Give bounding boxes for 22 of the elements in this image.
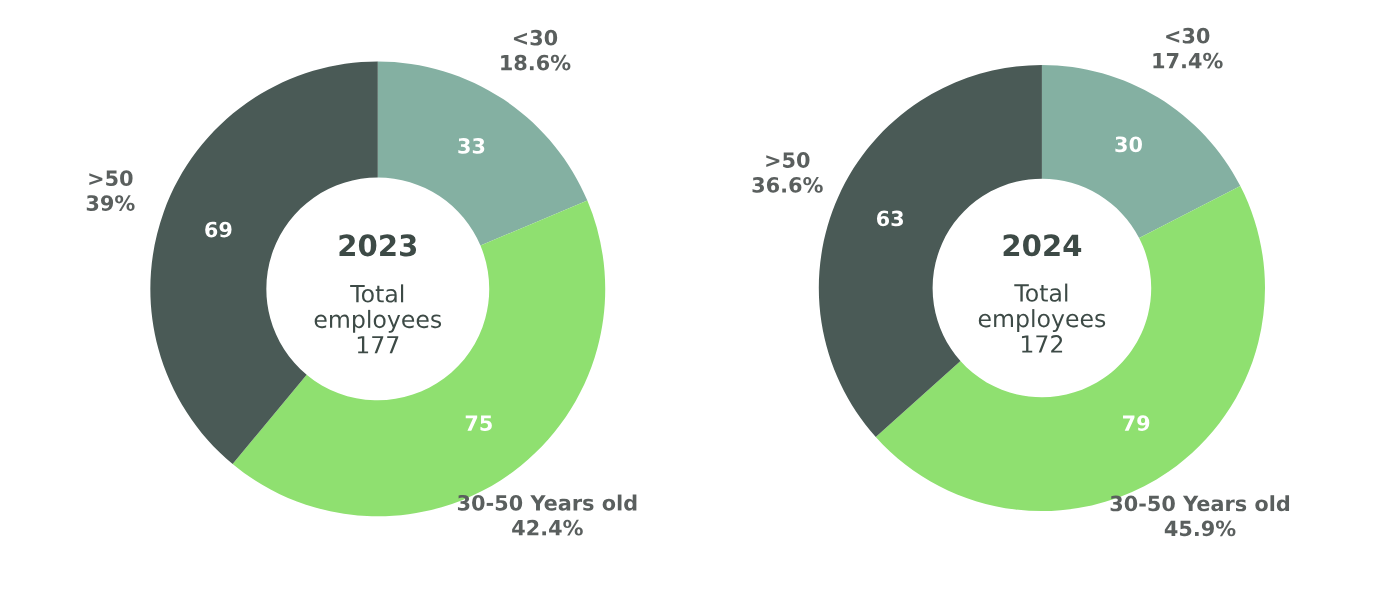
text: 42.4% xyxy=(512,519,583,536)
text: 2024 xyxy=(1003,234,1082,257)
text: Total employees 177 xyxy=(314,284,442,354)
text: 39% xyxy=(86,195,135,211)
data-label: 63 xyxy=(876,210,903,227)
text: 18.6% xyxy=(501,54,571,71)
slice-label: >50 xyxy=(89,170,133,187)
text: Total employees 172 xyxy=(978,283,1106,353)
data-label: 79 xyxy=(1123,415,1150,431)
slice-label: <30 xyxy=(1166,27,1210,44)
text: 36.6% xyxy=(752,177,823,193)
data-label: 75 xyxy=(465,415,492,431)
slice-label: >50 xyxy=(766,152,810,168)
slice-label: 30-50 Years old xyxy=(457,494,637,511)
text: 2023 xyxy=(339,234,417,257)
data-label: 69 xyxy=(205,221,232,238)
slice-label: <30 xyxy=(513,29,558,46)
slice-label: 30-50 Years old xyxy=(1110,495,1290,512)
data-label: 33 xyxy=(458,137,485,154)
text: 45.9% xyxy=(1164,520,1236,537)
data-label: 30 xyxy=(1115,136,1142,153)
text: 17.4% xyxy=(1153,52,1223,69)
